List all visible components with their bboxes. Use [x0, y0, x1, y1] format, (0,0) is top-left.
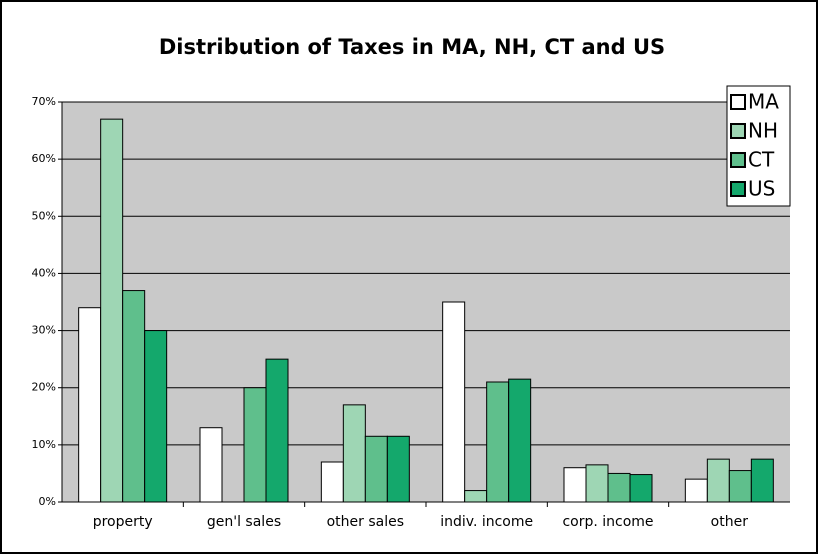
bar [728, 470, 752, 503]
bar [243, 387, 267, 503]
y-tick-label: 10% [32, 438, 56, 451]
bar [265, 358, 289, 503]
chart-title: Distribution of Taxes in MA, NH, CT and … [159, 35, 665, 59]
bar [486, 381, 510, 503]
bar [607, 472, 631, 503]
bar [342, 404, 366, 503]
y-tick-label: 20% [32, 381, 56, 394]
bar [750, 458, 774, 503]
x-tick-label: other [711, 514, 749, 530]
x-tick-label: other sales [327, 514, 404, 530]
plot-area [62, 102, 790, 502]
bar [386, 435, 410, 503]
x-tick-label: gen'l sales [207, 514, 281, 530]
legend-label: NH [748, 119, 778, 143]
legend-swatch [730, 181, 746, 197]
y-tick-label: 40% [32, 266, 56, 279]
x-tick-label: property [93, 514, 153, 530]
bar [364, 435, 388, 503]
legend-label: US [748, 177, 775, 201]
bar [684, 478, 708, 503]
y-tick-label: 30% [32, 324, 56, 337]
bar [199, 427, 223, 503]
legend-swatch [730, 123, 746, 139]
legend-label: MA [748, 90, 779, 114]
bar [563, 467, 587, 503]
y-tick-label: 70% [32, 95, 56, 108]
bar [122, 290, 146, 503]
bar [464, 490, 488, 503]
bar [585, 464, 609, 503]
legend-label: CT [748, 148, 775, 172]
legend-swatch [730, 94, 746, 110]
bar [706, 458, 730, 503]
legend-swatch [730, 152, 746, 168]
bar [144, 330, 168, 503]
bar [100, 118, 124, 503]
bar [320, 461, 344, 503]
bar [629, 474, 653, 503]
y-tick-label: 60% [32, 152, 56, 165]
x-tick-label: indiv. income [440, 514, 533, 530]
x-tick-label: corp. income [562, 514, 653, 530]
bar [508, 378, 532, 503]
y-tick-label: 50% [32, 209, 56, 222]
y-tick-label: 0% [39, 495, 56, 508]
bar [442, 301, 466, 503]
bar [78, 307, 102, 503]
